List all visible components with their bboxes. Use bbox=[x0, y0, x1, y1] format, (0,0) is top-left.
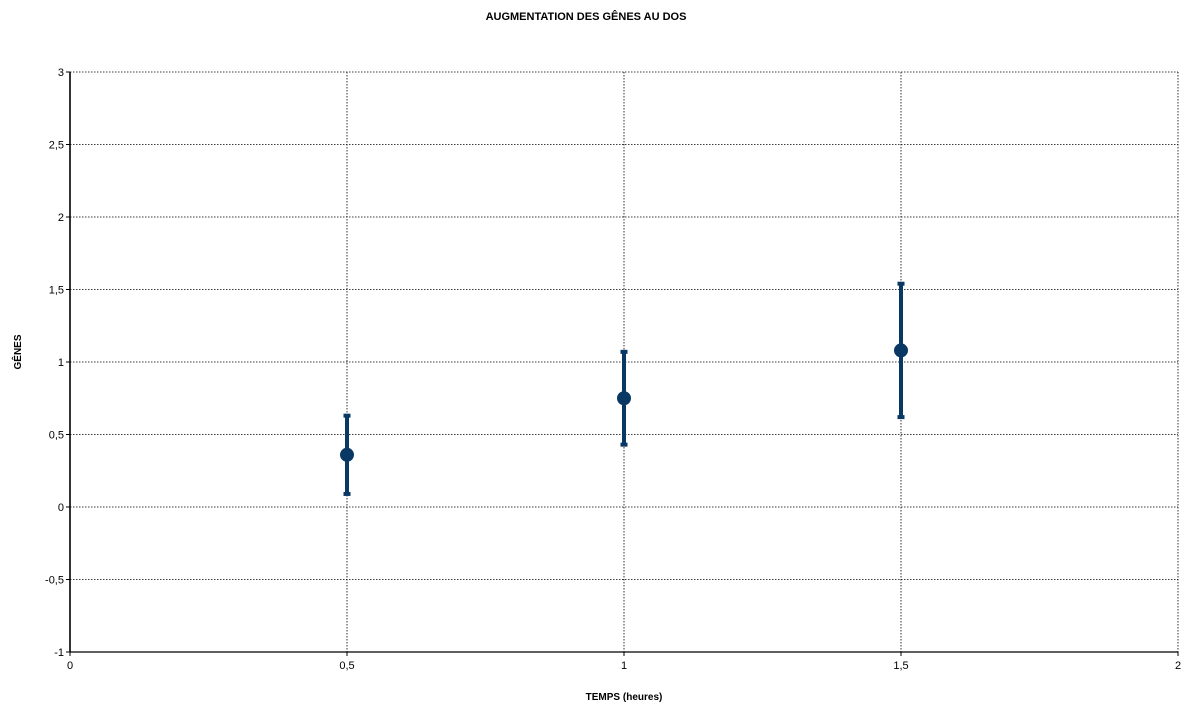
y-tick-label: 2 bbox=[58, 212, 64, 224]
chart-title: AUGMENTATION DES GÊNES AU DOS bbox=[486, 10, 687, 23]
data-point bbox=[617, 391, 631, 406]
y-tick-label: 1 bbox=[58, 357, 64, 369]
x-tick-label: 1 bbox=[621, 660, 627, 672]
y-tick-label: -1 bbox=[54, 647, 64, 659]
x-tick-label: 1,5 bbox=[893, 660, 908, 672]
y-tick-label: 0 bbox=[58, 502, 64, 514]
data-points bbox=[340, 281, 908, 496]
data-point bbox=[340, 447, 354, 462]
y-axis-title: GÊNES bbox=[11, 334, 24, 369]
grid bbox=[70, 71, 1179, 652]
x-tick-label: 0 bbox=[67, 660, 73, 672]
y-tick-label: 3 bbox=[58, 67, 64, 79]
y-tick-label: -0,5 bbox=[45, 575, 64, 587]
data-point bbox=[894, 343, 908, 358]
x-axis-title: TEMPS (heures) bbox=[586, 692, 663, 703]
x-tick-label: 0,5 bbox=[339, 660, 354, 672]
y-tick-label: 1,5 bbox=[49, 285, 64, 297]
y-tick-label: 0,5 bbox=[49, 430, 64, 442]
y-tick-labels: -1 -0,5 0 0,5 1 1,5 2 2,5 3 bbox=[45, 67, 64, 659]
y-tick-label: 2,5 bbox=[49, 140, 64, 152]
x-tick-label: 2 bbox=[1175, 660, 1181, 672]
axes bbox=[66, 71, 1179, 656]
x-tick-labels: 0 0,5 1 1,5 2 bbox=[67, 660, 1181, 672]
